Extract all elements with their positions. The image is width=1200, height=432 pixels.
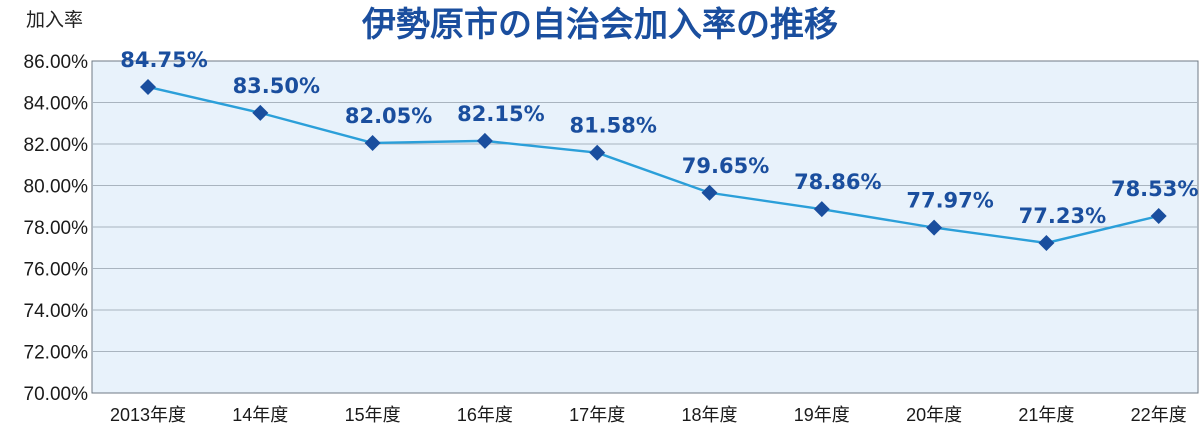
data-point (1150, 208, 1167, 225)
x-tick-label: 17年度 (569, 405, 625, 425)
data-point (926, 219, 943, 236)
x-tick-label: 22年度 (1131, 405, 1187, 425)
data-point (364, 134, 381, 151)
data-label: 82.05% (345, 104, 432, 128)
data-point (813, 201, 830, 218)
x-tick-label: 16年度 (457, 405, 513, 425)
y-tick-label: 78.00% (24, 218, 89, 239)
chart-title: 伊勢原市の自治会加入率の推移 (361, 5, 838, 45)
y-tick-label: 82.00% (24, 135, 89, 156)
data-labels: 84.75% 83.50% 82.05% 82.15% 81.58% 79.65% 78.8… (120, 48, 1198, 228)
x-tick-label: 14年度 (232, 405, 288, 425)
x-tick-label: 21年度 (1018, 405, 1074, 425)
data-label: 82.15% (457, 102, 544, 126)
y-tick-label: 74.00% (24, 301, 89, 322)
y-tick-label: 72.00% (24, 343, 89, 364)
data-point (1038, 234, 1055, 251)
y-tick-label: 70.00% (24, 384, 89, 405)
data-point (589, 144, 606, 161)
data-point (476, 132, 493, 149)
x-axis-ticks: 2013年度 14年度 15年度 16年度 17年度 18年度 19年度 20年度 21年度 22… (110, 405, 1187, 425)
y-tick-label: 80.00% (24, 177, 89, 198)
data-point (140, 78, 156, 95)
y-tick-label: 84.00% (24, 94, 89, 115)
x-tick-label: 2013年度 (110, 405, 186, 425)
y-axis-ticks: 70.00% 72.00% 74.00% 76.00% 78.00% 80.00% 82.0… (24, 52, 89, 405)
data-label: 78.53% (1111, 177, 1198, 201)
data-point (701, 184, 718, 201)
data-label: 79.65% (682, 154, 769, 178)
series-line (147, 85, 1159, 245)
data-label: 78.86% (794, 170, 881, 194)
x-tick-label: 19年度 (794, 405, 850, 425)
y-axis-label: 加入率 (26, 9, 83, 31)
grid-lines (92, 102, 1198, 352)
data-label: 77.23% (1019, 204, 1106, 228)
x-tick-label: 18年度 (681, 405, 737, 425)
x-tick-label: 15年度 (345, 405, 401, 425)
data-label: 84.75% (120, 48, 207, 72)
data-label: 83.50% (233, 74, 320, 98)
data-point (252, 104, 269, 121)
y-tick-label: 76.00% (24, 260, 89, 281)
data-label: 81.58% (569, 114, 656, 138)
y-tick-label: 86.00% (24, 52, 89, 73)
data-label: 77.97% (906, 189, 993, 213)
series-group (140, 78, 1167, 251)
x-tick-label: 20年度 (906, 405, 962, 425)
